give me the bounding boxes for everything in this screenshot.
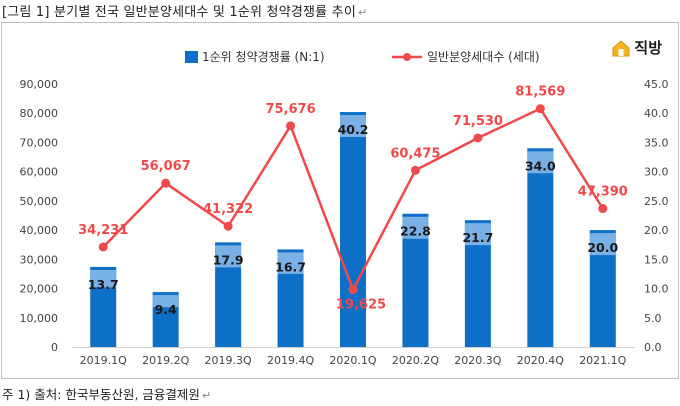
bar [527, 148, 554, 347]
y-right-tick-label: 45.0 [644, 78, 669, 91]
line-data-label: 19,625 [336, 298, 386, 313]
line-point [286, 121, 296, 131]
chart-frame: 직방 1순위 청약경쟁률 (N:1) 일반분양세대수 (세대) 0 10,000 20,… [1, 22, 679, 379]
bar-highlight [527, 151, 554, 174]
line-data-label: 56,067 [141, 159, 191, 174]
y-left-tick-label: 30,000 [20, 253, 59, 266]
legend-line-label: 일반분양세대수 (세대) [427, 50, 540, 64]
y-left-tick-label: 90,000 [20, 78, 59, 91]
bar-highlight [464, 223, 491, 246]
bar-data-label: 20.0 [587, 240, 618, 255]
bar-data-label: 16.7 [275, 259, 306, 274]
brand-name: 직방 [634, 39, 662, 57]
y-right-tick-label: 40.0 [644, 107, 669, 120]
line-point [535, 104, 545, 114]
y-left-tick-label: 10,000 [20, 312, 59, 325]
x-tick-label: 2019.1Q [80, 354, 127, 367]
y-left-tick-label: 0 [51, 341, 58, 354]
bar-highlight [215, 245, 242, 268]
y-left-tick-label: 40,000 [20, 224, 59, 237]
bar-data-label: 21.7 [462, 230, 493, 245]
x-tick-label: 2020.2Q [392, 354, 439, 367]
line-data-label: 47,390 [578, 185, 628, 200]
y-right-tick-label: 35.0 [644, 136, 669, 149]
bar-highlight [277, 252, 304, 274]
bar-data-label: 9.4 [155, 302, 177, 317]
y-right-tick-label: 5.0 [644, 312, 662, 325]
line-point [348, 285, 358, 295]
legend-bar-swatch [185, 51, 198, 63]
bar-data-label: 17.9 [213, 252, 244, 267]
y-left-tick-label: 50,000 [20, 195, 59, 208]
line-point [223, 221, 233, 231]
brand-logo: 직방 [611, 37, 662, 58]
footnote-paragraph-mark: ↵ [201, 389, 212, 402]
y-left-tick-label: 80,000 [20, 107, 59, 120]
bar-data-label: 22.8 [400, 224, 431, 239]
caption-text: [그림 1] 분기별 전국 일반분양세대수 및 1순위 청약경쟁률 추이 [2, 5, 356, 20]
figure-caption: [그림 1] 분기별 전국 일반분양세대수 및 1순위 청약경쟁률 추이 ↵ [2, 1, 367, 20]
line-data-label: 60,475 [390, 146, 440, 161]
y-right-tick-label: 15.0 [644, 253, 669, 266]
bar-highlight [152, 295, 179, 308]
line-point [161, 178, 171, 188]
line-point [598, 204, 608, 214]
y-right-tick-label: 20.0 [644, 224, 669, 237]
y-right-tick-label: 30.0 [644, 166, 669, 179]
bar-data-label: 13.7 [88, 277, 119, 292]
y-right-tick-label: 25.0 [644, 195, 669, 208]
line-point [473, 133, 483, 143]
y-right-tick-label: 10.0 [644, 283, 669, 296]
paragraph-mark: ↵ [357, 6, 368, 19]
x-tick-label: 2020.1Q [329, 354, 376, 367]
footnote-text: 주 1) 출처: 한국부동산원, 금융결제원 [2, 387, 200, 402]
line-data-label: 81,569 [515, 85, 565, 100]
footnote: 주 1) 출처: 한국부동산원, 금융결제원 ↵ [2, 384, 211, 403]
bar-data-label: 40.2 [338, 122, 369, 137]
line-data-label: 41,322 [203, 202, 253, 217]
line-data-label: 71,530 [453, 114, 503, 129]
y-left-tick-label: 20,000 [20, 283, 59, 296]
combo-chart: 1순위 청약경쟁률 (N:1) 일반분양세대수 (세대) 0 10,000 20,000… [20, 49, 669, 367]
x-tick-label: 2019.4Q [267, 354, 314, 367]
line-data-label: 75,676 [265, 102, 315, 117]
x-tick-label: 2021.1Q [579, 354, 626, 367]
line-point [98, 242, 108, 252]
line-data-label: 34,231 [78, 223, 128, 238]
line-point [410, 165, 420, 175]
bar-highlight [90, 269, 117, 288]
bar-highlight [589, 233, 616, 256]
x-tick-label: 2020.4Q [517, 354, 564, 367]
x-tick-label: 2020.3Q [454, 354, 501, 367]
bar-highlight [340, 115, 366, 138]
y-left-tick-label: 60,000 [20, 166, 59, 179]
bar-highlight [402, 216, 429, 239]
bar [340, 112, 366, 347]
x-tick-label: 2019.3Q [205, 354, 252, 367]
legend-line-marker [403, 53, 411, 61]
y-right-tick-label: 0.0 [644, 341, 662, 354]
legend-bar-label: 1순위 청약경쟁률 (N:1) [202, 49, 325, 64]
y-left-tick-label: 70,000 [20, 136, 59, 149]
x-tick-label: 2019.2Q [142, 354, 189, 367]
bar-data-label: 34.0 [525, 158, 556, 173]
house-icon [612, 39, 630, 56]
